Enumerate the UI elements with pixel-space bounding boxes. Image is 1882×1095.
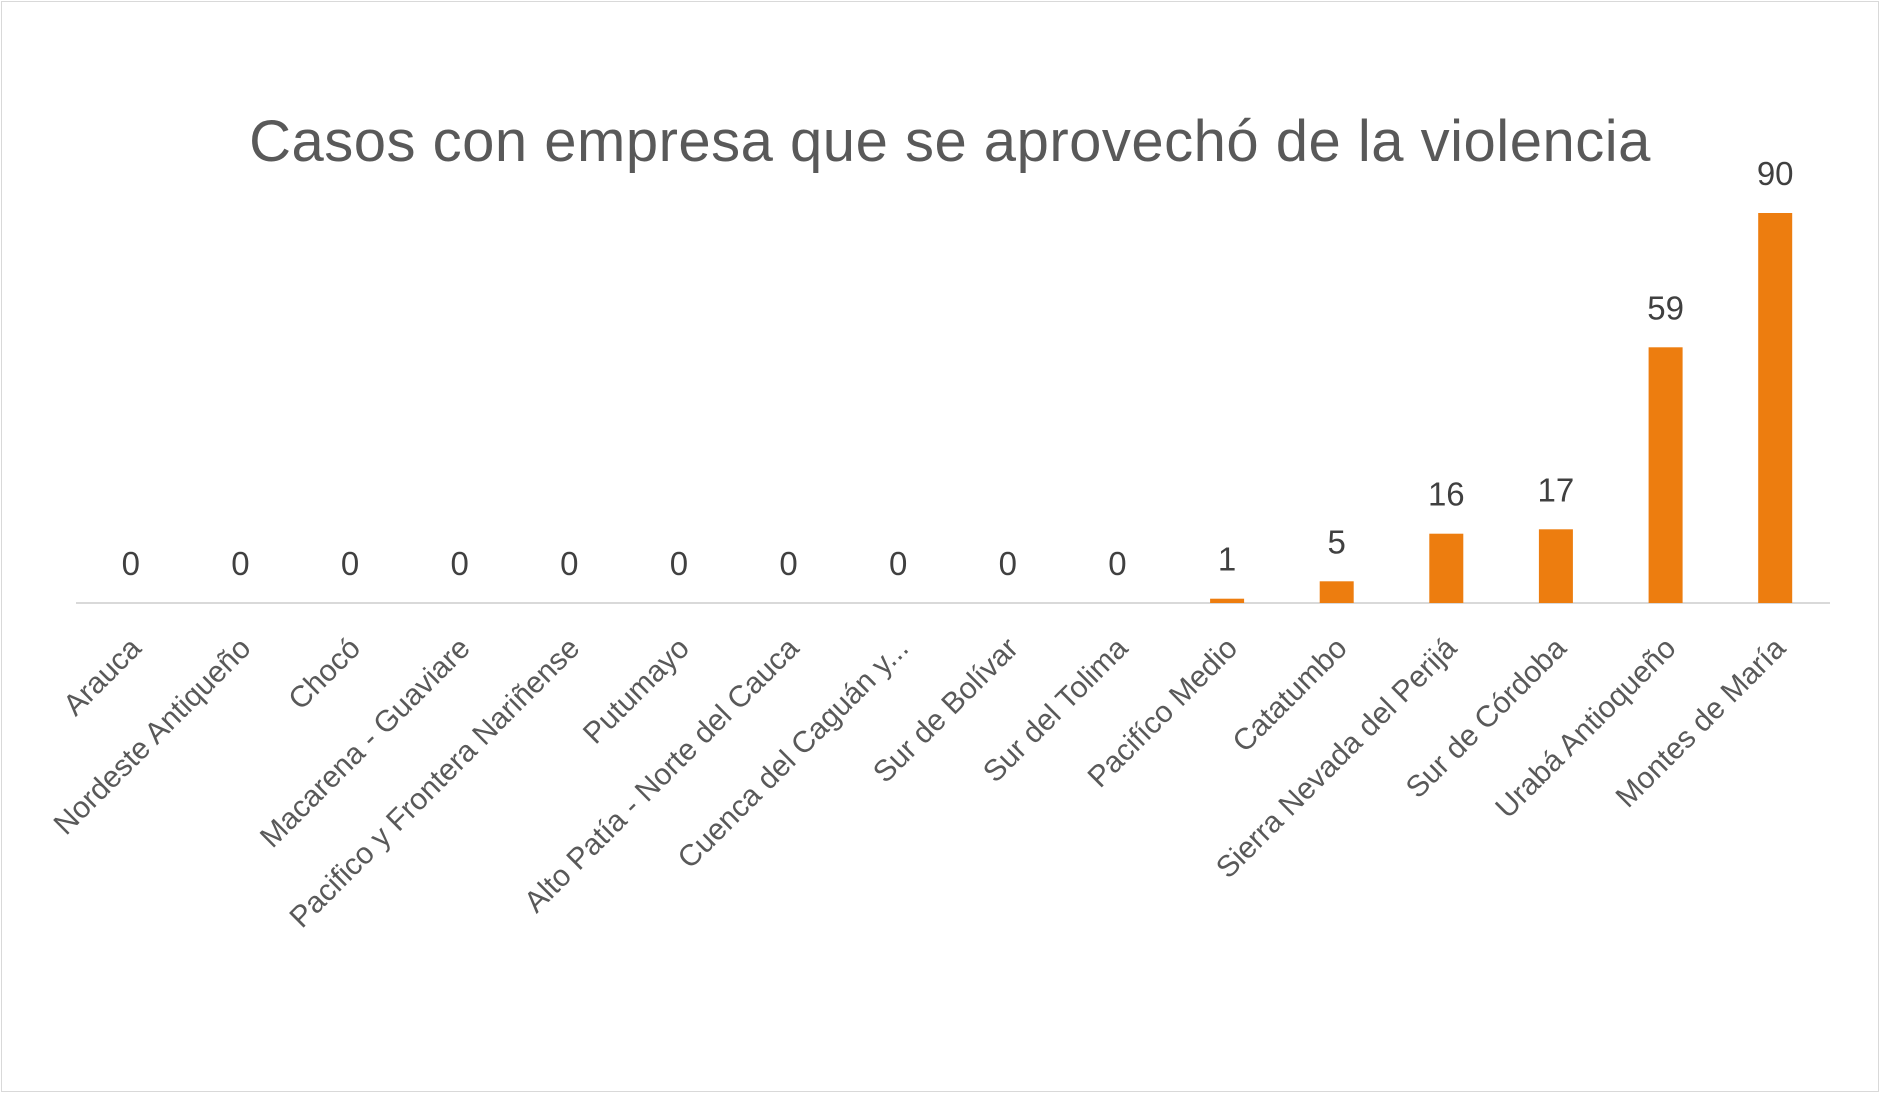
bar bbox=[1758, 213, 1793, 603]
x-tick-label: Nordeste Antiqueño bbox=[48, 632, 258, 842]
data-label: 59 bbox=[1647, 289, 1684, 326]
x-tick-label: Urabá Antioqueño bbox=[1489, 632, 1682, 825]
x-tick-label: Arauca bbox=[57, 631, 148, 722]
x-tick-label: Macarena - Guaviare bbox=[254, 632, 477, 855]
bar bbox=[1648, 347, 1683, 603]
data-label: 0 bbox=[999, 545, 1017, 582]
bar bbox=[1429, 533, 1464, 603]
data-label: 0 bbox=[451, 545, 469, 582]
data-label: 0 bbox=[670, 545, 688, 582]
data-label: 1 bbox=[1218, 541, 1236, 578]
bar bbox=[1319, 581, 1354, 603]
data-label: 16 bbox=[1428, 476, 1465, 513]
data-label: 17 bbox=[1538, 471, 1575, 508]
data-label: 0 bbox=[779, 545, 797, 582]
data-label: 0 bbox=[560, 545, 578, 582]
data-label: 5 bbox=[1328, 523, 1346, 560]
chart-title: Casos con empresa que se aprovechó de la… bbox=[249, 109, 1651, 174]
data-label: 0 bbox=[122, 545, 140, 582]
data-label: 0 bbox=[341, 545, 359, 582]
data-label: 0 bbox=[1108, 545, 1126, 582]
data-label: 90 bbox=[1757, 155, 1794, 192]
bar bbox=[1210, 598, 1245, 603]
x-tick-label: Chocó bbox=[282, 632, 367, 717]
data-label: 0 bbox=[889, 545, 907, 582]
x-tick-label: Putumayo bbox=[577, 632, 696, 751]
data-label: 0 bbox=[231, 545, 249, 582]
bar bbox=[1538, 529, 1573, 603]
